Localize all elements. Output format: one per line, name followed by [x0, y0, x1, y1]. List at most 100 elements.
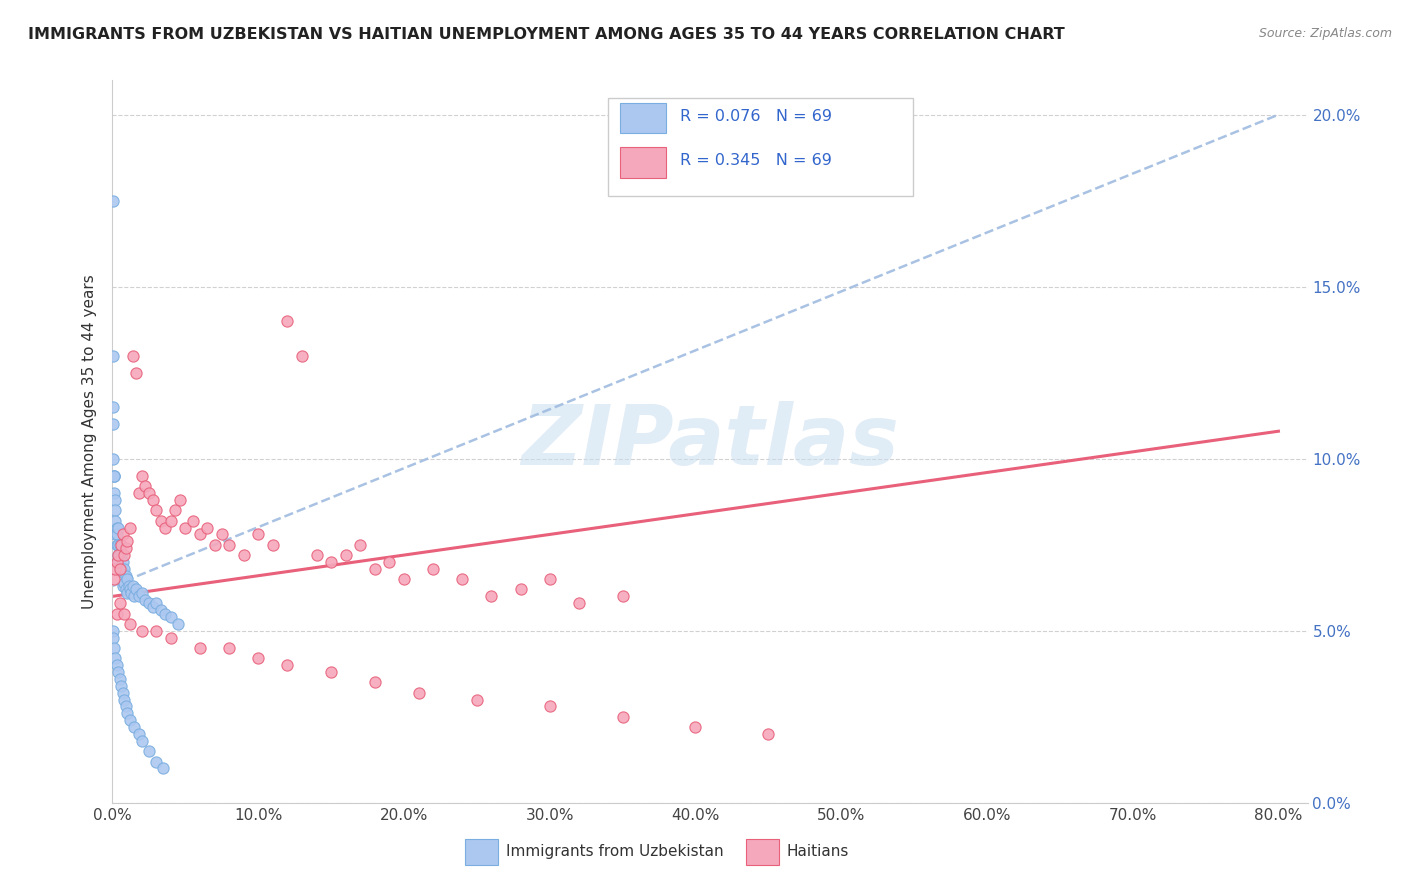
Point [218, 640, 240, 655]
Point [165, 503, 187, 517]
Point [110, 679, 132, 693]
Point [247, 527, 270, 541]
Point [108, 596, 131, 610]
Point [465, 692, 488, 706]
Point [335, 548, 357, 562]
Point [108, 548, 131, 562]
Text: Source: ZipAtlas.com: Source: ZipAtlas.com [1258, 27, 1392, 40]
Point [481, 590, 503, 604]
Point [145, 503, 167, 517]
Point [538, 572, 561, 586]
Point [107, 665, 129, 679]
Point [112, 562, 135, 576]
Point [108, 562, 131, 576]
Point [422, 562, 444, 576]
Point [115, 534, 138, 549]
Point [118, 616, 141, 631]
Point [451, 572, 474, 586]
Point [142, 493, 165, 508]
Point [111, 555, 134, 569]
Point [104, 562, 127, 576]
Point [110, 548, 132, 562]
Point [756, 727, 779, 741]
Point [115, 706, 138, 721]
Point [103, 417, 125, 432]
Point [124, 590, 146, 604]
Point [145, 755, 167, 769]
Point [568, 596, 591, 610]
Point [105, 658, 128, 673]
Text: ZIPatlas: ZIPatlas [522, 401, 898, 482]
Point [105, 555, 128, 569]
Point [115, 572, 138, 586]
Bar [465, 838, 499, 865]
Point [145, 624, 167, 638]
Point [112, 607, 135, 621]
Point [247, 651, 270, 665]
Point [169, 493, 191, 508]
Point [125, 366, 148, 380]
Point [128, 727, 150, 741]
Point [104, 527, 127, 541]
Point [105, 520, 128, 534]
Point [167, 616, 190, 631]
Point [104, 651, 127, 665]
Point [149, 514, 172, 528]
FancyBboxPatch shape [620, 103, 666, 133]
Point [114, 568, 136, 582]
Point [105, 607, 128, 621]
Point [211, 527, 233, 541]
Point [138, 486, 160, 500]
Point [159, 610, 181, 624]
Point [110, 538, 132, 552]
Point [145, 596, 167, 610]
Point [204, 538, 226, 552]
Point [112, 692, 135, 706]
Point [131, 734, 153, 748]
Point [101, 349, 124, 363]
Point [174, 520, 197, 534]
Point [262, 538, 284, 552]
Point [103, 572, 125, 586]
Point [134, 592, 156, 607]
Point [131, 469, 153, 483]
Point [112, 575, 135, 590]
Point [392, 572, 415, 586]
Point [104, 503, 127, 517]
Point [107, 520, 129, 534]
Point [117, 579, 139, 593]
Point [181, 514, 204, 528]
Point [118, 582, 141, 597]
Point [138, 596, 160, 610]
Point [108, 672, 131, 686]
Y-axis label: Unemployment Among Ages 35 to 44 years: Unemployment Among Ages 35 to 44 years [82, 274, 97, 609]
Point [131, 586, 153, 600]
Point [103, 640, 125, 655]
Text: Haitians: Haitians [786, 844, 849, 859]
Point [111, 579, 134, 593]
Point [103, 631, 125, 645]
Point [612, 590, 634, 604]
Point [188, 640, 211, 655]
Point [159, 631, 181, 645]
Point [138, 744, 160, 758]
Text: R = 0.076   N = 69: R = 0.076 N = 69 [681, 109, 832, 124]
Point [218, 538, 240, 552]
Point [112, 548, 135, 562]
Text: Immigrants from Uzbekistan: Immigrants from Uzbekistan [506, 844, 723, 859]
Point [124, 720, 146, 734]
Point [103, 451, 125, 466]
Point [153, 520, 176, 534]
Point [131, 624, 153, 638]
Point [103, 469, 125, 483]
Point [685, 720, 707, 734]
Point [232, 548, 254, 562]
Point [125, 582, 148, 597]
Point [120, 586, 142, 600]
Point [110, 562, 132, 576]
Point [115, 586, 138, 600]
Text: R = 0.345   N = 69: R = 0.345 N = 69 [681, 153, 832, 168]
Point [364, 675, 387, 690]
Point [114, 541, 136, 556]
Point [276, 314, 298, 328]
